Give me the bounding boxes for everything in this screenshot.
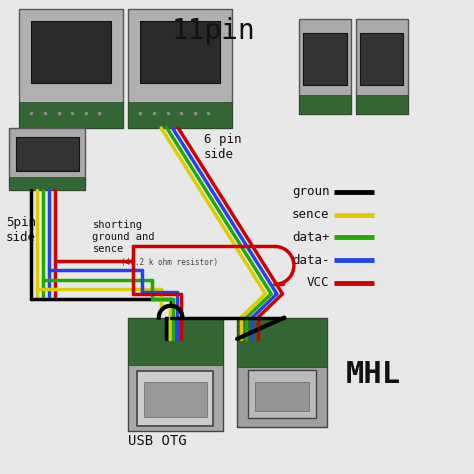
Bar <box>144 382 207 418</box>
Text: 6 pin
side: 6 pin side <box>204 133 241 161</box>
Bar <box>237 318 327 367</box>
Text: shorting
ground and
sence: shorting ground and sence <box>92 220 155 254</box>
Bar <box>248 370 316 418</box>
Bar <box>128 9 232 128</box>
Bar <box>9 177 85 190</box>
Text: 5pin
side: 5pin side <box>6 216 36 244</box>
Bar <box>303 33 346 85</box>
Bar <box>140 21 220 83</box>
Text: 11pin: 11pin <box>172 17 255 45</box>
Bar <box>19 9 123 128</box>
Bar <box>299 19 351 114</box>
Bar <box>9 128 85 190</box>
Text: groun: groun <box>292 185 329 199</box>
Text: (40.2 k ohm resistor): (40.2 k ohm resistor) <box>121 258 218 267</box>
Bar <box>128 102 232 128</box>
Text: VCC: VCC <box>307 276 329 290</box>
Bar <box>19 102 123 128</box>
Bar <box>16 137 79 171</box>
Text: sence: sence <box>292 208 329 221</box>
Bar <box>299 95 351 114</box>
Text: data+: data+ <box>292 231 329 244</box>
Bar <box>255 382 310 410</box>
Bar <box>237 318 327 427</box>
Bar <box>128 318 223 365</box>
Bar <box>137 371 213 426</box>
Bar <box>356 95 408 114</box>
Bar <box>360 33 403 85</box>
Text: data-: data- <box>292 254 329 267</box>
Bar <box>356 19 408 114</box>
Bar <box>128 318 223 431</box>
Text: MHL: MHL <box>346 360 401 389</box>
Text: USB OTG: USB OTG <box>128 434 187 448</box>
Bar <box>31 21 111 83</box>
